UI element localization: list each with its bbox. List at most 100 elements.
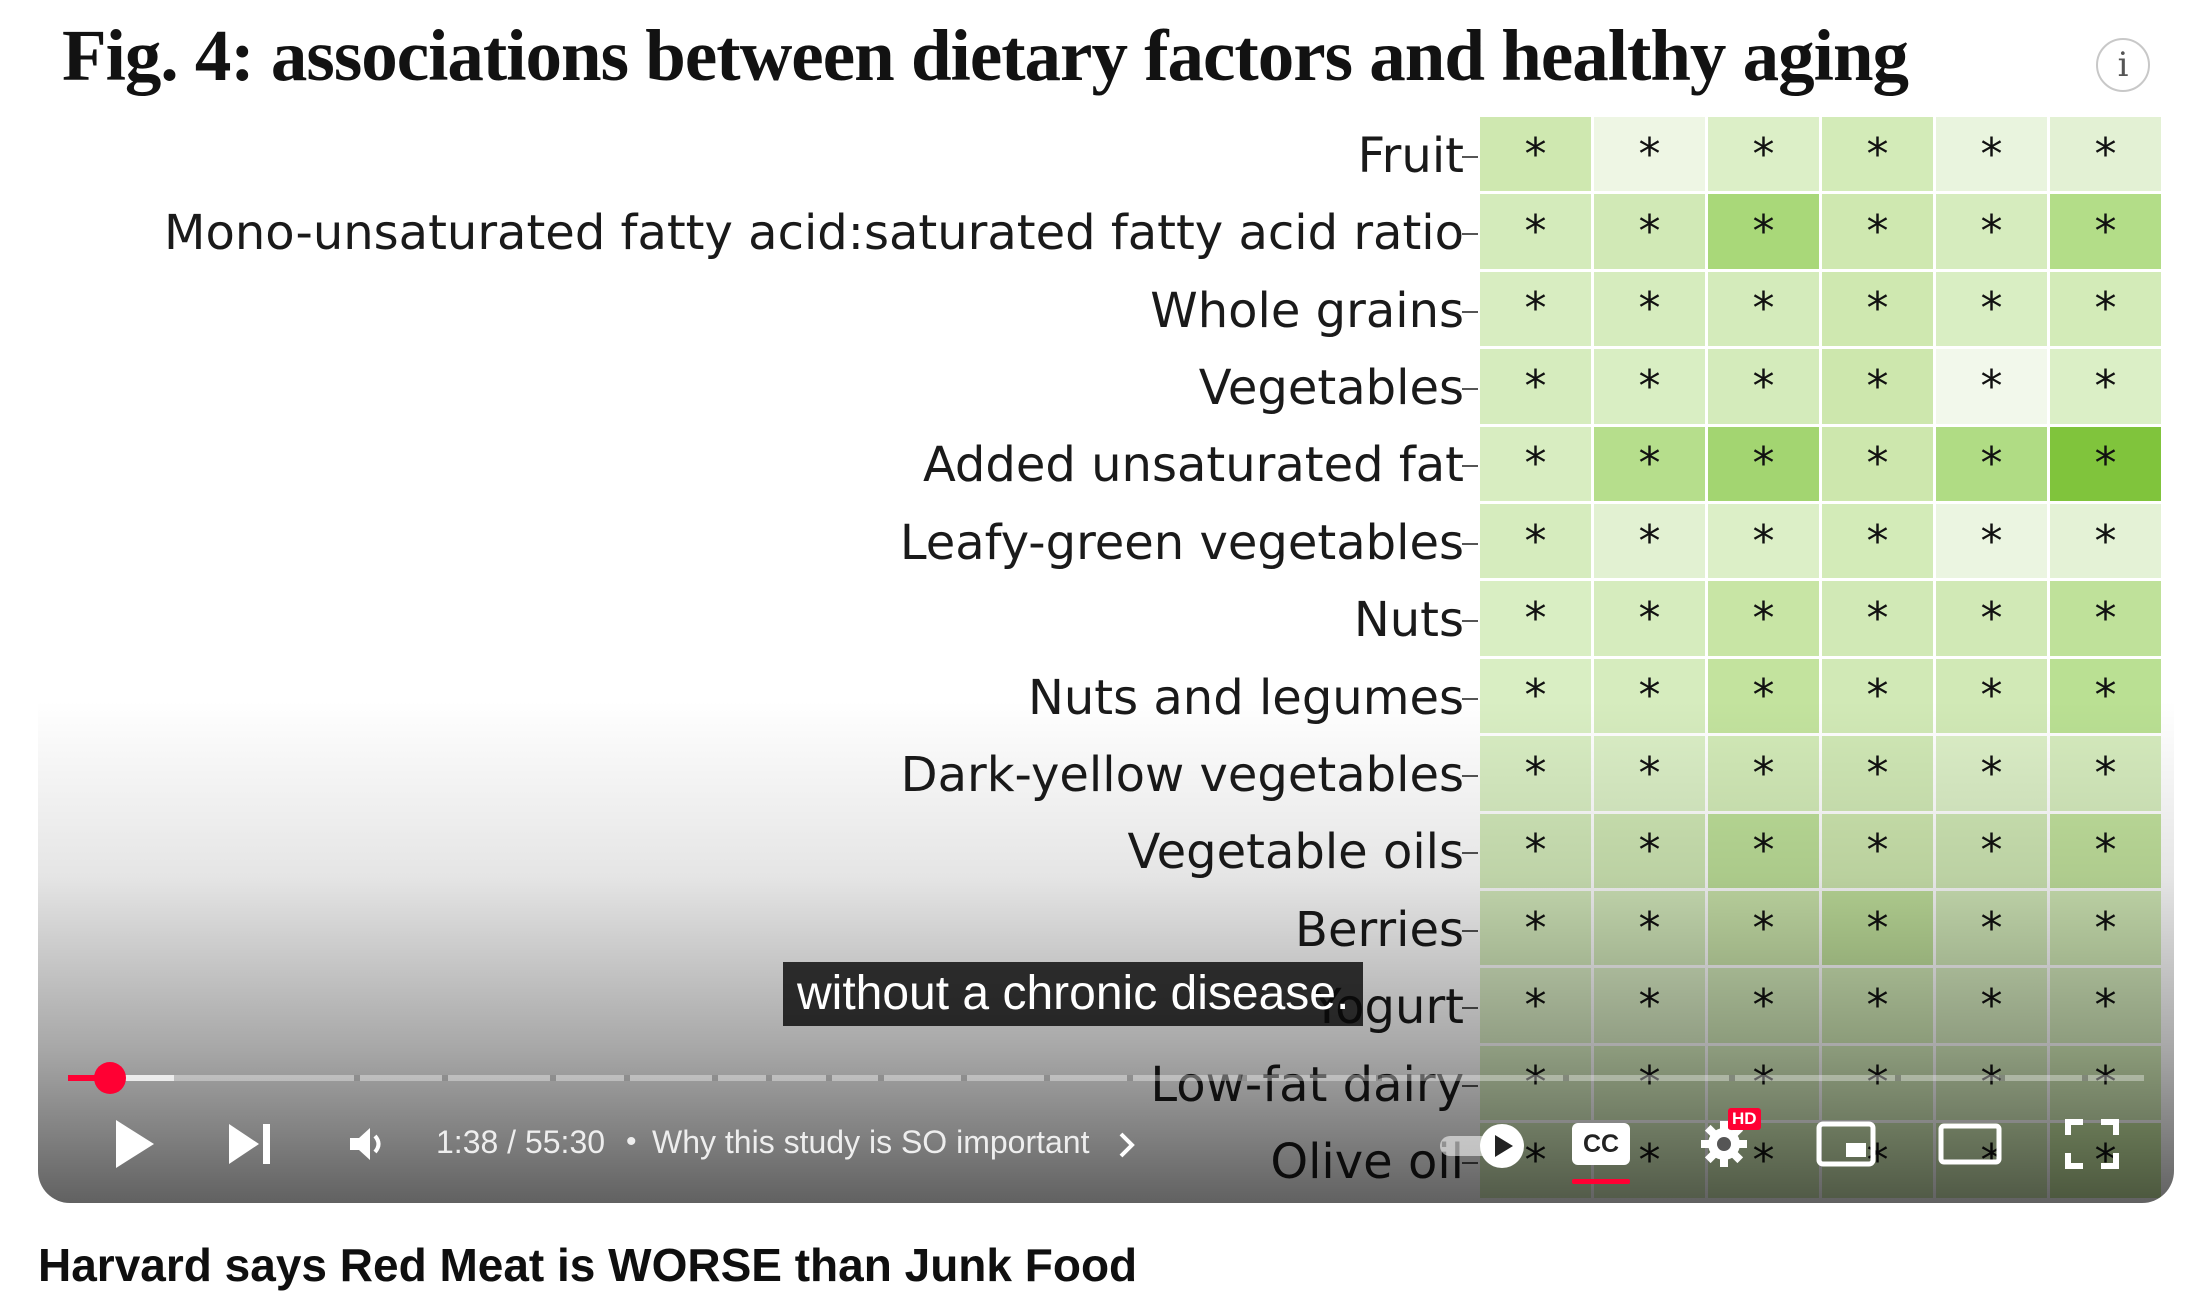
- heatmap-cell: *: [2050, 426, 2161, 501]
- heatmap-cell: *: [1822, 504, 1933, 579]
- fullscreen-button[interactable]: [2054, 1112, 2130, 1176]
- heatmap-cell: *: [2050, 349, 2161, 424]
- heatmap-cell: *: [1594, 968, 1705, 1043]
- heatmap-cell: *: [1822, 271, 1933, 347]
- heatmap-cell: *: [1708, 581, 1819, 656]
- heatmap-cell: *: [2050, 504, 2161, 579]
- chapter-marker: [441, 1075, 448, 1081]
- settings-button[interactable]: HD: [1688, 1108, 1761, 1176]
- chapter-marker: [765, 1075, 772, 1081]
- heatmap-cell: *: [1822, 658, 1933, 734]
- row-tick: [1462, 697, 1478, 700]
- heatmap-cell: *: [1594, 271, 1705, 347]
- row-label: Added unsaturated fat: [922, 437, 1464, 494]
- row-tick: [1462, 1084, 1478, 1087]
- play-icon: [116, 1120, 154, 1168]
- chapter-marker: [2081, 1075, 2088, 1081]
- chapter-marker: [711, 1075, 718, 1081]
- heatmap-cell: *: [1480, 271, 1591, 347]
- heatmap-cell: *: [1822, 426, 1933, 501]
- time-display: 1:38 / 55:30: [436, 1124, 606, 1160]
- heatmap-cell: *: [2050, 194, 2161, 269]
- captions-label: CC: [1582, 1129, 1620, 1158]
- heatmap-cell: *: [1936, 813, 2047, 888]
- row-tick: [1462, 774, 1478, 777]
- heatmap-cell: *: [1480, 349, 1591, 424]
- heatmap-cell: *: [1480, 658, 1591, 734]
- row-label: Whole grains: [1150, 282, 1464, 339]
- gear-icon: [1701, 1121, 1747, 1167]
- row-tick: [1462, 310, 1478, 313]
- heatmap-cell: *: [1708, 426, 1819, 501]
- chapter-marker: [825, 1075, 832, 1081]
- chapter-title[interactable]: Why this study is SO important: [652, 1122, 1138, 1162]
- progress-scrubber-handle[interactable]: [93, 1062, 126, 1094]
- heatmap-cell: *: [1708, 194, 1819, 269]
- volume-button[interactable]: [332, 1108, 404, 1180]
- heatmap-cell: *: [1708, 891, 1819, 966]
- row-tick: [1462, 387, 1478, 390]
- heatmap-cell: *: [1480, 891, 1591, 966]
- chapter-marker: [1728, 1075, 1735, 1081]
- heatmap-cell: *: [2050, 117, 2161, 192]
- theater-mode-button[interactable]: [1932, 1112, 2008, 1176]
- chapter-marker: [1998, 1075, 2005, 1081]
- heatmap-cell: *: [1822, 349, 1933, 424]
- heatmap-cell: *: [1936, 426, 2047, 501]
- play-button[interactable]: [98, 1108, 170, 1180]
- row-label: Mono-unsaturated fatty acid:saturated fa…: [164, 205, 1464, 262]
- captions-active-underline: [1572, 1179, 1630, 1184]
- chapter-title-label: Why this study is SO important: [652, 1124, 1090, 1160]
- row-label: Low-fat dairy: [1150, 1056, 1464, 1113]
- heatmap-cell: *: [1480, 813, 1591, 888]
- heatmap-cell: *: [1822, 891, 1933, 966]
- heatmap-cell: *: [1708, 271, 1819, 347]
- heatmap-cell: *: [1936, 968, 2047, 1043]
- heatmap-cell: *: [2050, 736, 2161, 811]
- row-label: Nuts and legumes: [1027, 669, 1464, 726]
- miniplayer-button[interactable]: [1808, 1112, 1884, 1176]
- captions-button[interactable]: CC: [1566, 1112, 1636, 1184]
- autoplay-toggle[interactable]: [1438, 1118, 1528, 1174]
- heatmap-cell: *: [2050, 813, 2161, 888]
- heatmap-cell: *: [1936, 194, 2047, 269]
- heatmap-cell: *: [1594, 194, 1705, 269]
- chapter-marker: [960, 1075, 967, 1081]
- heatmap-cell: *: [2050, 968, 2161, 1043]
- figure-title: Fig. 4: associations between dietary fac…: [62, 15, 1909, 96]
- heatmap-cell: *: [2050, 581, 2161, 656]
- next-button[interactable]: [214, 1108, 286, 1180]
- info-icon[interactable]: i: [2096, 38, 2150, 92]
- heatmap-cell: *: [1822, 117, 1933, 192]
- progress-played: [68, 1075, 110, 1081]
- heatmap-cell: *: [1594, 736, 1705, 811]
- chapter-marker: [877, 1075, 884, 1081]
- video-player[interactable]: Fig. 4: associations between dietary fac…: [38, 0, 2174, 1203]
- heatmap-cell: *: [1594, 813, 1705, 888]
- heatmap-cell: *: [2050, 891, 2161, 966]
- progress-bar[interactable]: [68, 1075, 2144, 1081]
- row-label: Vegetables: [1198, 359, 1464, 416]
- row-tick: [1462, 929, 1478, 932]
- heatmap-cell: *: [1480, 117, 1591, 192]
- heatmap-cell: *: [1822, 968, 1933, 1043]
- chevron-right-icon: [1119, 1132, 1136, 1157]
- miniplayer-icon: [1816, 1121, 1876, 1167]
- heatmap-cell: *: [1708, 504, 1819, 579]
- fullscreen-icon: [2065, 1119, 2119, 1169]
- heatmap-cell: *: [1594, 1045, 1705, 1121]
- next-icon: [229, 1124, 270, 1164]
- row-label: Leafy-green vegetables: [899, 514, 1464, 571]
- row-tick: [1462, 465, 1478, 468]
- row-tick: [1462, 852, 1478, 855]
- heatmap-cell: *: [1936, 117, 2047, 192]
- theater-mode-icon: [1938, 1123, 2002, 1165]
- row-tick: [1462, 1007, 1478, 1010]
- heatmap-cell: *: [1708, 349, 1819, 424]
- caption-text: without a chronic disease.: [783, 962, 1364, 1026]
- heatmap-cell: *: [1936, 736, 2047, 811]
- row-label: Nuts: [1353, 592, 1464, 649]
- heatmap-cell: *: [1708, 658, 1819, 734]
- video-title[interactable]: Harvard says Red Meat is WORSE than Junk…: [38, 1239, 1138, 1291]
- heatmap-cell: *: [1822, 1045, 1933, 1121]
